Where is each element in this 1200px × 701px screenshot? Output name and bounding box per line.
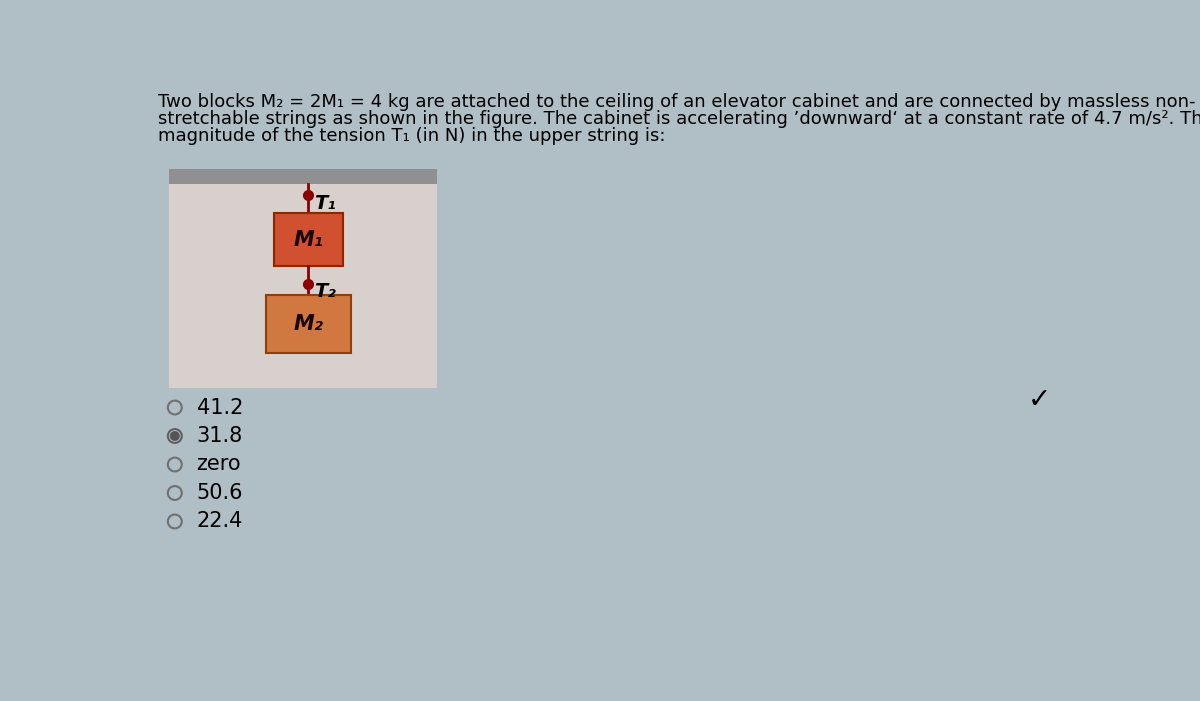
Text: zero: zero xyxy=(197,454,241,475)
Text: 50.6: 50.6 xyxy=(197,483,242,503)
Text: stretchable strings as shown in the figure. The cabinet is accelerating ’downwar: stretchable strings as shown in the figu… xyxy=(157,110,1200,128)
Text: magnitude of the tension T₁ (in N) in the upper string is:: magnitude of the tension T₁ (in N) in th… xyxy=(157,128,665,145)
Text: 31.8: 31.8 xyxy=(197,426,242,446)
Bar xyxy=(265,295,352,353)
Text: ✓: ✓ xyxy=(1028,386,1051,414)
Circle shape xyxy=(170,432,179,440)
Text: M₂: M₂ xyxy=(294,314,323,334)
Bar xyxy=(169,169,437,184)
Bar xyxy=(274,214,343,266)
Bar xyxy=(169,169,437,388)
Text: 41.2: 41.2 xyxy=(197,397,242,418)
Text: M₁: M₁ xyxy=(294,230,323,250)
Text: T₂: T₂ xyxy=(314,283,336,301)
Text: Two blocks M₂ = 2M₁ = 4 kg are attached to the ceiling of an elevator cabinet an: Two blocks M₂ = 2M₁ = 4 kg are attached … xyxy=(157,93,1195,111)
Text: 22.4: 22.4 xyxy=(197,512,242,531)
Text: T₁: T₁ xyxy=(314,193,336,213)
